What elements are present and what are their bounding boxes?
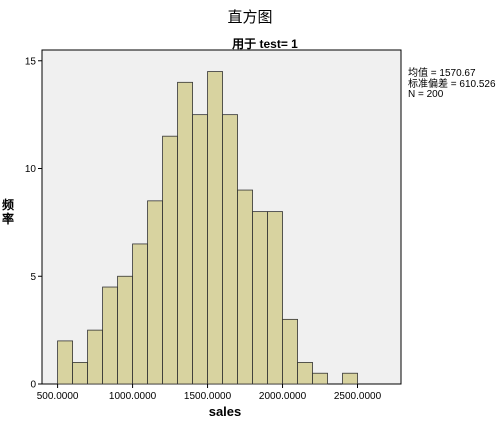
- histogram-bar: [162, 135, 178, 385]
- histogram-bar: [87, 329, 103, 385]
- histogram-bar: [312, 372, 328, 385]
- y-axis-label: 频率: [1, 198, 14, 226]
- histogram-bar: [132, 243, 148, 385]
- y-axis: 0 5 10 15: [25, 56, 42, 391]
- x-tick-label: 1000.0000: [109, 391, 157, 402]
- stats-box: 均值 = 1570.67 标准偏差 = 610.526 N = 200: [408, 68, 496, 101]
- y-tick-label: 0: [30, 380, 36, 391]
- x-tick-label: 1500.0000: [184, 391, 232, 402]
- y-tick-label: 15: [25, 56, 37, 67]
- chart-subtitle: 用于 test= 1: [232, 37, 298, 51]
- x-tick-label: 2500.0000: [334, 391, 382, 402]
- x-tick-label: 2000.0000: [259, 391, 307, 402]
- histogram-bar: [57, 340, 73, 385]
- chart-title: 直方图: [227, 8, 273, 26]
- histogram-bar: [72, 362, 88, 385]
- mean-label: 均值 = 1570.67: [408, 68, 476, 79]
- histogram-bar: [237, 189, 253, 385]
- n-label: N = 200: [408, 89, 444, 100]
- histogram-bar: [102, 286, 118, 385]
- y-tick-label: 5: [30, 272, 36, 283]
- x-tick-label: 500.0000: [37, 391, 79, 402]
- std-label: 标准偏差 = 610.526: [408, 78, 496, 90]
- histogram-bar: [192, 114, 208, 385]
- histogram-bar: [222, 114, 238, 385]
- histogram-bar: [147, 200, 163, 385]
- x-axis: 500.0000 1000.0000 1500.0000 2000.0000 2500.…: [37, 384, 382, 402]
- histogram-bar: [177, 81, 193, 385]
- x-axis-label: sales: [208, 404, 242, 419]
- histogram-bar: [252, 211, 268, 385]
- histogram-bar: [207, 71, 223, 385]
- histogram-bar: [117, 275, 133, 385]
- histogram-bar: [282, 318, 298, 385]
- histogram-bar: [297, 362, 313, 385]
- histogram-bar: [267, 211, 283, 385]
- histogram-bar: [342, 372, 358, 385]
- y-tick-label: 10: [25, 164, 37, 175]
- bars-group: [57, 71, 358, 385]
